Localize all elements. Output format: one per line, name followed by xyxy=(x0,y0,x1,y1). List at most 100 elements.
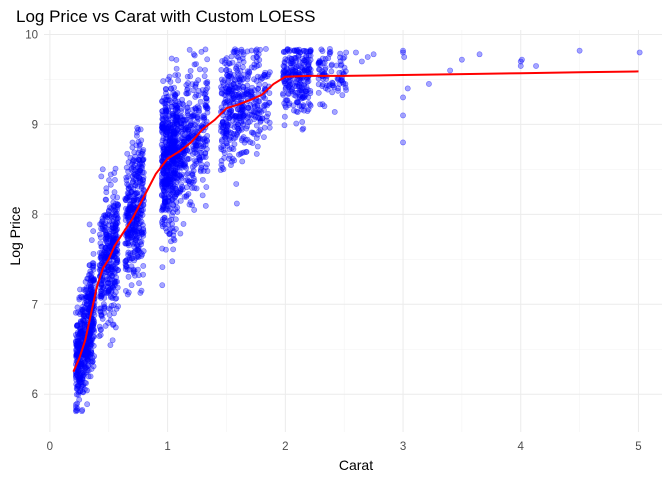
scatter-point xyxy=(129,197,136,204)
scatter-point xyxy=(295,53,302,60)
scatter-point xyxy=(173,179,180,185)
scatter-point xyxy=(203,103,210,110)
scatter-point xyxy=(204,56,211,63)
scatter-point xyxy=(133,132,140,139)
scatter-point xyxy=(107,171,114,178)
scatter-point xyxy=(262,81,268,88)
scatter-point xyxy=(84,356,91,362)
scatter-point xyxy=(174,204,181,211)
scatter-point xyxy=(87,373,94,380)
scatter-point xyxy=(172,185,179,192)
scatter-point xyxy=(161,214,168,221)
scatter-point xyxy=(98,293,105,300)
scatter-point xyxy=(183,177,190,184)
scatter-point xyxy=(189,202,195,209)
scatter-point xyxy=(106,305,112,312)
scatter-point xyxy=(519,56,525,63)
scatter-point xyxy=(230,87,237,94)
scatter-point xyxy=(98,288,105,294)
scatter-point xyxy=(84,401,91,408)
scatter-point xyxy=(170,246,177,253)
scatter-point xyxy=(103,230,110,237)
scatter-point xyxy=(114,247,121,254)
scatter-point xyxy=(476,51,483,58)
scatter-point xyxy=(286,48,293,55)
scatter-point xyxy=(106,204,113,211)
scatter-point xyxy=(161,188,168,195)
x-tick-label: 1 xyxy=(164,441,170,453)
scatter-point xyxy=(133,158,140,165)
scatter-point xyxy=(240,49,246,55)
scatter-point xyxy=(228,53,235,60)
scatter-point xyxy=(193,146,200,153)
scatter-point xyxy=(109,239,116,245)
scatter-point xyxy=(281,122,288,129)
scatter-point xyxy=(103,283,110,290)
scatter-point xyxy=(164,198,171,204)
scatter-point xyxy=(191,162,198,169)
scatter-point xyxy=(74,369,81,375)
scatter-point xyxy=(172,206,179,213)
scatter-point xyxy=(203,95,209,102)
scatter-point xyxy=(282,97,289,104)
scatter-point xyxy=(184,73,191,80)
scatter-point xyxy=(230,146,237,153)
scatter-point xyxy=(266,124,273,131)
scatter-point xyxy=(189,81,196,88)
scatter-point xyxy=(401,54,408,60)
scatter-point xyxy=(127,250,134,257)
scatter-point xyxy=(203,184,210,190)
scatter-point xyxy=(109,337,116,344)
scatter-point xyxy=(218,67,225,73)
scatter-point xyxy=(221,100,228,106)
scatter-point xyxy=(167,78,174,85)
scatter-point xyxy=(90,326,97,333)
scatter-point xyxy=(322,55,329,62)
scatter-point xyxy=(168,55,175,62)
scatter-point xyxy=(233,200,240,207)
scatter-point xyxy=(105,264,112,270)
scatter-point xyxy=(266,69,273,75)
scatter-point xyxy=(224,140,230,147)
scatter-point xyxy=(98,282,105,289)
scatter-point xyxy=(193,92,200,98)
scatter-point xyxy=(178,175,185,182)
scatter-point xyxy=(189,164,196,170)
scatter-point xyxy=(124,150,131,157)
scatter-point xyxy=(80,389,87,396)
scatter-point xyxy=(299,95,306,102)
scatter-point xyxy=(160,78,167,84)
scatter-point xyxy=(315,81,322,88)
scatter-point xyxy=(132,248,139,254)
scatter-point xyxy=(180,101,187,108)
scatter-point xyxy=(253,150,260,157)
scatter-point xyxy=(111,228,117,235)
scatter-point xyxy=(245,119,252,126)
scatter-point xyxy=(234,53,240,60)
scatter-point xyxy=(161,94,167,101)
scatter-point xyxy=(257,126,264,133)
scatter-point xyxy=(163,246,169,253)
scatter-point xyxy=(177,186,184,193)
scatter-point xyxy=(240,134,247,140)
scatter-point xyxy=(73,391,80,398)
scatter-point xyxy=(233,123,240,130)
scatter-point xyxy=(179,186,186,193)
scatter-point xyxy=(327,48,334,55)
scatter-point xyxy=(400,94,406,101)
scatter-point xyxy=(169,225,176,232)
scatter-point xyxy=(103,185,110,192)
scatter-point xyxy=(167,136,174,143)
scatter-point xyxy=(164,126,171,133)
scatter-point xyxy=(172,91,179,98)
scatter-point xyxy=(135,149,142,156)
scatter-point xyxy=(136,163,143,170)
scatter-point xyxy=(129,161,135,168)
scatter-point xyxy=(282,102,289,109)
scatter-point xyxy=(169,144,175,151)
scatter-point xyxy=(114,267,121,273)
scatter-point xyxy=(163,108,169,115)
scatter-point xyxy=(218,144,225,150)
scatter-point xyxy=(107,213,114,220)
scatter-point xyxy=(98,260,105,267)
